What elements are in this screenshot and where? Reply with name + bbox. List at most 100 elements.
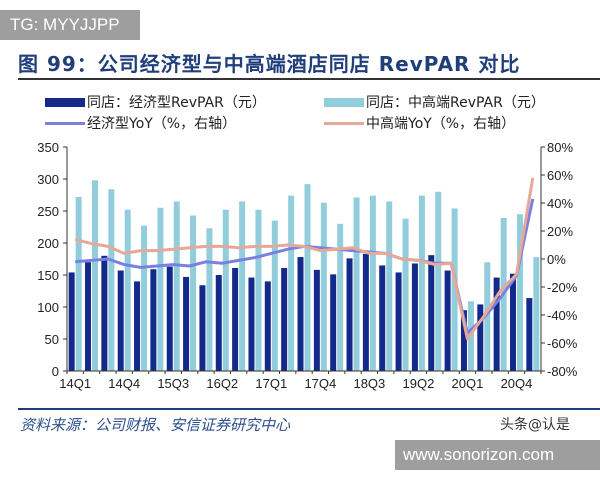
bar-economy-18Q2 (346, 258, 353, 371)
bar-midhigh-14Q3 (108, 189, 115, 371)
legend-label: 中高端YoY（%，右轴） (366, 116, 516, 132)
bar-economy-14Q1 (68, 272, 75, 371)
right-tick-label: -20% (547, 280, 578, 295)
left-tick-label: 0 (52, 364, 59, 379)
bar-economy-16Q3 (232, 267, 239, 371)
left-tick-label: 100 (37, 300, 59, 315)
bar-economy-17Q4 (313, 269, 320, 371)
legend-swatch (45, 97, 85, 107)
bar-economy-19Q1 (395, 272, 402, 371)
legend-label: 同店：经济型RevPAR（元） (87, 95, 266, 111)
left-tick-label: 200 (37, 236, 59, 251)
bar-midhigh-17Q3 (304, 184, 311, 371)
bar-midhigh-17Q2 (288, 195, 295, 371)
bar-midhigh-19Q3 (435, 191, 442, 371)
left-tick-label: 250 (37, 204, 59, 219)
bar-economy-15Q2 (150, 269, 157, 371)
bar-midhigh-17Q1 (271, 220, 278, 371)
bar-midhigh-19Q4 (451, 208, 458, 371)
legend-label: 同店：中高端RevPAR（元） (366, 95, 545, 111)
bar-midhigh-15Q2 (157, 207, 164, 371)
bar-midhigh-18Q4 (386, 201, 393, 371)
bar-midhigh-16Q1 (206, 228, 213, 371)
bar-midhigh-18Q2 (353, 197, 360, 371)
right-tick-label: 60% (547, 168, 573, 183)
right-tick-label: -80% (547, 364, 578, 379)
legend-item-economy-revpar: 同店：经济型RevPAR（元） (45, 92, 266, 112)
right-tick-label: 80% (547, 140, 573, 155)
bar-economy-14Q4 (117, 270, 124, 371)
x-tick-label: 17Q1 (255, 376, 287, 391)
x-tick-label: 14Q1 (59, 376, 91, 391)
bar-economy-18Q3 (362, 253, 369, 371)
bar-midhigh-16Q4 (255, 209, 262, 371)
right-tick-label: 40% (547, 196, 573, 211)
watermark-bottom: www.sonorizon.com (395, 440, 600, 470)
left-tick-label: 50 (45, 332, 59, 347)
legend-item-midhigh-revpar: 同店：中高端RevPAR（元） (324, 92, 545, 112)
bar-midhigh-15Q1 (141, 225, 148, 371)
bar-economy-16Q2 (215, 275, 222, 371)
legend-swatch (324, 97, 364, 107)
bar-economy-21Q1 (526, 298, 533, 371)
bar-midhigh-19Q1 (402, 218, 409, 371)
bar-midhigh-19Q2 (418, 195, 425, 371)
bar-economy-15Q4 (183, 276, 190, 371)
left-tick-label: 150 (37, 268, 59, 283)
bar-midhigh-15Q3 (173, 201, 180, 371)
bar-midhigh-14Q1 (75, 196, 82, 371)
legend-swatch (45, 121, 85, 125)
legend-item-economy-yoy: 经济型YoY（%，右轴） (45, 113, 236, 133)
chart-title: 图 99：公司经济型与中高端酒店同店 RevPAR 对比 (18, 52, 521, 76)
bar-economy-20Q1 (460, 310, 467, 371)
bar-midhigh-17Q4 (320, 202, 327, 371)
legend-label: 经济型YoY（%，右轴） (87, 116, 237, 132)
right-tick-label: -60% (547, 336, 578, 351)
bar-midhigh-14Q4 (124, 209, 131, 371)
bar-economy-15Q1 (134, 281, 141, 371)
right-tick-label: 0% (547, 252, 566, 267)
bar-economy-18Q4 (379, 265, 386, 371)
bar-economy-20Q4 (509, 273, 516, 371)
x-tick-label: 15Q3 (157, 376, 189, 391)
bar-economy-18Q1 (330, 274, 337, 371)
watermark-top: TG: MYYJJPP (0, 10, 140, 40)
bar-economy-20Q3 (493, 277, 500, 371)
x-tick-label: 14Q4 (108, 376, 140, 391)
bar-economy-15Q3 (166, 266, 173, 371)
divider (18, 408, 600, 410)
right-tick-label: 20% (547, 224, 573, 239)
bar-economy-17Q1 (264, 281, 271, 371)
credit-text: 头条@认是 (500, 417, 570, 433)
bar-midhigh-20Q4 (516, 214, 523, 371)
bar-economy-19Q3 (428, 255, 435, 371)
bar-economy-19Q4 (444, 270, 451, 371)
bar-economy-16Q4 (248, 277, 255, 371)
left-tick-label: 350 (37, 140, 59, 155)
bar-economy-16Q1 (199, 285, 206, 371)
bar-midhigh-21Q1 (533, 257, 540, 371)
source-note: 资料来源：公司财报、安信证券研究中心 (20, 416, 291, 434)
bar-midhigh-20Q2 (484, 262, 491, 371)
bar-midhigh-16Q2 (222, 209, 229, 371)
x-tick-label: 18Q3 (353, 376, 385, 391)
bar-economy-19Q2 (411, 263, 418, 371)
bar-midhigh-16Q3 (239, 201, 246, 371)
bar-economy-14Q2 (85, 262, 92, 371)
bar-economy-17Q3 (297, 257, 304, 371)
bar-midhigh-18Q3 (369, 195, 376, 371)
x-tick-label: 19Q2 (403, 376, 435, 391)
bar-midhigh-14Q2 (92, 180, 99, 371)
divider (18, 78, 600, 80)
right-tick-label: -40% (547, 308, 578, 323)
line-midhigh-yoy (74, 177, 535, 341)
legend-swatch (324, 121, 364, 125)
x-tick-label: 20Q1 (452, 376, 484, 391)
x-tick-label: 20Q4 (501, 376, 533, 391)
bar-economy-17Q2 (281, 267, 288, 371)
bar-midhigh-18Q1 (337, 223, 344, 371)
bar-economy-20Q2 (477, 304, 484, 371)
left-tick-label: 300 (37, 172, 59, 187)
x-tick-label: 16Q2 (206, 376, 238, 391)
